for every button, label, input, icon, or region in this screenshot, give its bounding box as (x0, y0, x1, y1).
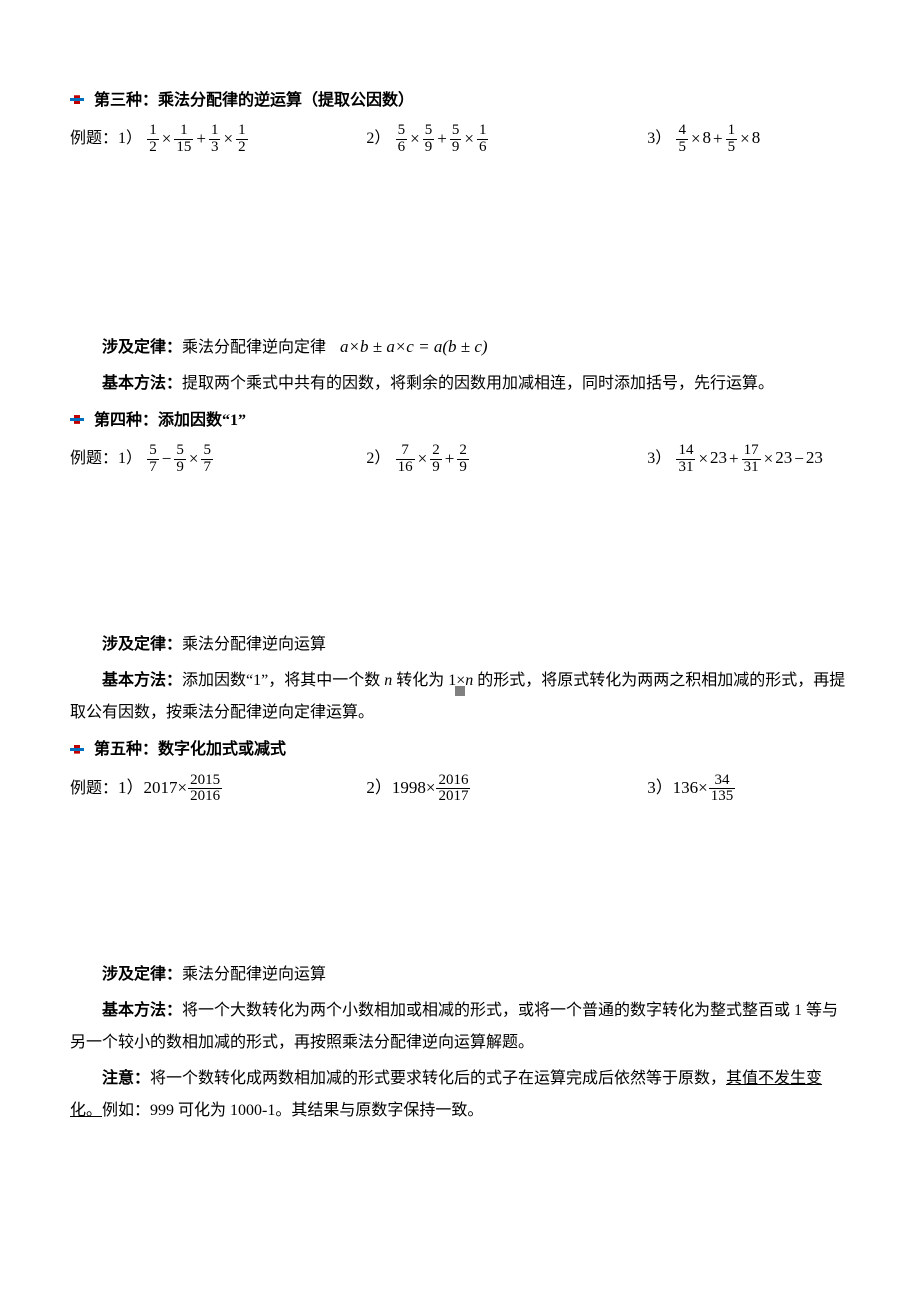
section-5-examples: 例题：1）2017×20152016 2）1998×20162017 3）136… (70, 772, 850, 805)
bullet-icon (70, 744, 84, 758)
section-4-examples: 例题：1） 57−59×57 2） 716×29+29 3） 1431×23+1… (70, 442, 850, 475)
bullet-icon (70, 94, 84, 108)
s5-method: 基本方法：将一个大数转化为两个小数相加或相减的形式，或将一个普通的数字转化为整式… (70, 995, 850, 1059)
s5-example-1: 例题：1）2017×20152016 (70, 772, 366, 805)
section-3-heading: 第三种：乘法分配律的逆运算（提取公因数） (70, 86, 850, 116)
s4-method: 基本方法：添加因数“1”，将其中一个数 n 转化为 1×n 的形式，将原式转化为… (70, 665, 850, 729)
section-5-heading: 第五种：数字化加式或减式 (70, 735, 850, 765)
page-content: 第三种：乘法分配律的逆运算（提取公因数） 例题：1） 12×115+13×12 … (70, 86, 850, 1228)
s3-example-1: 例题：1） 12×115+13×12 (70, 122, 366, 155)
s4-example-3: 3） 1431×23+1731×23−23 (647, 442, 850, 475)
s5-note: 注意：将一个数转化成两数相加减的形式要求转化后的式子在运算完成后依然等于原数，其… (70, 1063, 850, 1127)
section-4-title: 第四种：添加因数“1” (94, 406, 246, 436)
center-mark-icon (455, 686, 465, 696)
s5-law: 涉及定律：乘法分配律逆向运算 (70, 959, 850, 991)
workspace-gap (70, 809, 850, 959)
s3-law: 涉及定律：乘法分配律逆向定律a×b ± a×c = a(b ± c) (70, 330, 850, 364)
section-4-heading: 第四种：添加因数“1” (70, 406, 850, 436)
section-3-title: 第三种：乘法分配律的逆运算（提取公因数） (94, 86, 414, 116)
s3-example-3: 3） 45×8+15×8 (647, 122, 850, 155)
s4-example-2: 2） 716×29+29 (366, 442, 647, 475)
workspace-gap (70, 160, 850, 330)
s5-example-2: 2）1998×20162017 (366, 772, 647, 805)
section-5-title: 第五种：数字化加式或减式 (94, 735, 286, 765)
section-3-examples: 例题：1） 12×115+13×12 2） 56×59+59×16 3） 45×… (70, 122, 850, 155)
s3-example-2: 2） 56×59+59×16 (366, 122, 647, 155)
s4-law: 涉及定律：乘法分配律逆向运算 (70, 629, 850, 661)
s3-method: 基本方法：提取两个乘式中共有的因数，将剩余的因数用加减相连，同时添加括号，先行运… (70, 368, 850, 400)
bullet-icon (70, 414, 84, 428)
s4-example-1: 例题：1） 57−59×57 (70, 442, 366, 475)
s5-example-3: 3）136×34135 (647, 772, 850, 805)
workspace-gap (70, 479, 850, 629)
